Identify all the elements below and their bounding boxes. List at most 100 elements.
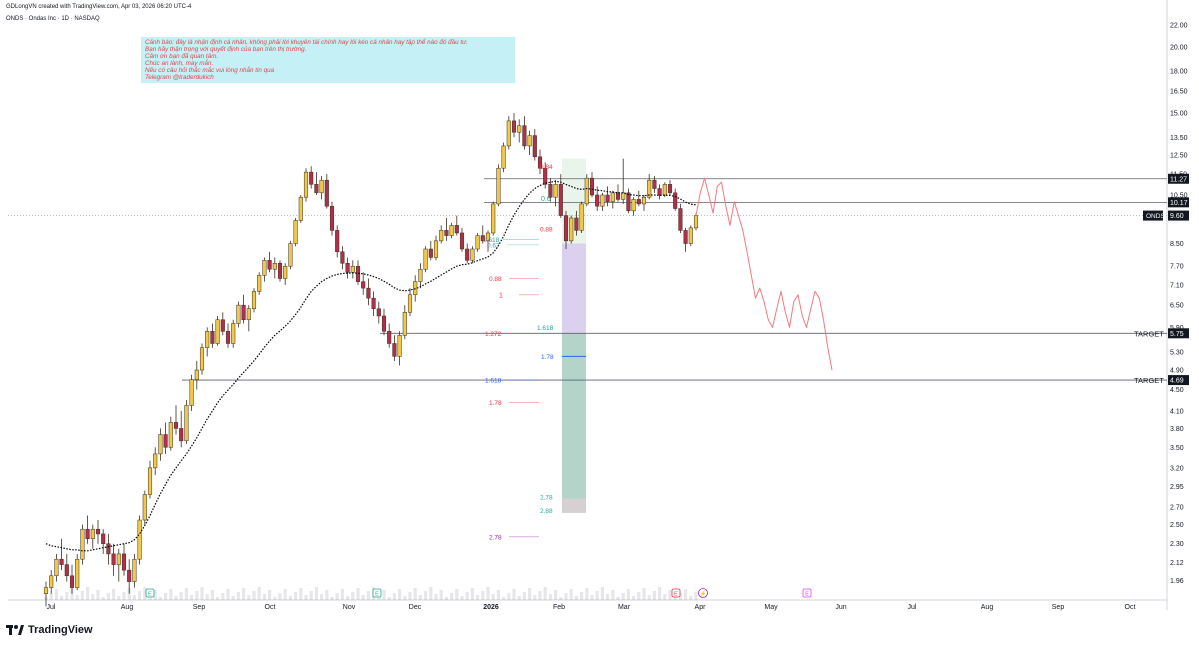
ema-line xyxy=(45,180,697,552)
price-tag-bg xyxy=(1168,173,1189,184)
x-tick-label: May xyxy=(764,604,778,611)
candle-body xyxy=(314,184,319,194)
x-tick-label: Oct xyxy=(1125,604,1136,611)
candle-body xyxy=(319,179,324,194)
y-tick-label: 2.12 xyxy=(1170,560,1184,567)
candle-body xyxy=(142,494,147,521)
volume-bar xyxy=(637,592,641,600)
candle-body xyxy=(662,184,667,196)
candle-body xyxy=(522,125,527,147)
volume-bar xyxy=(112,589,116,600)
volume-bar xyxy=(658,587,662,600)
volume-bar xyxy=(398,589,402,600)
candle-body xyxy=(90,528,95,540)
candle-body xyxy=(179,428,184,442)
candle-body xyxy=(563,215,569,242)
volume-bar xyxy=(346,596,350,600)
volume-bar xyxy=(335,593,339,600)
volume-bar xyxy=(351,592,355,600)
candle-body xyxy=(631,199,636,212)
volume-bar xyxy=(465,592,469,600)
candle-body xyxy=(340,251,345,264)
volume-bar xyxy=(455,589,459,600)
volume-bar xyxy=(678,593,682,600)
y-tick-label: 2.95 xyxy=(1170,484,1184,491)
candle-body xyxy=(49,575,54,588)
candle-body xyxy=(158,434,163,455)
x-tick-label: Feb xyxy=(553,604,565,611)
note-line-1: Cảnh báo: đây là nhận định cá nhân, khôn… xyxy=(145,39,468,46)
candle-body xyxy=(558,184,563,216)
volume-bar xyxy=(632,596,636,600)
fib-label: 1.618 xyxy=(537,325,554,332)
candle-body xyxy=(106,543,111,555)
volume-bar xyxy=(174,596,178,600)
candle-body xyxy=(246,308,251,320)
volume-bar xyxy=(642,588,646,600)
volume-bar xyxy=(70,588,74,600)
volume-bar xyxy=(621,593,625,600)
volume-bar xyxy=(101,597,105,600)
volume-bar xyxy=(392,593,396,600)
volume-bar xyxy=(65,592,69,600)
candle-body xyxy=(189,379,194,406)
event-marker xyxy=(698,588,708,598)
x-tick-label: Jul xyxy=(47,604,56,611)
candle-body xyxy=(444,230,449,236)
volume-bar xyxy=(205,594,209,600)
candle-body xyxy=(220,319,225,332)
candle-body xyxy=(610,192,615,202)
candle-body xyxy=(303,171,309,198)
candle-body xyxy=(173,422,179,429)
candle-body xyxy=(236,304,241,324)
y-tick-label: 13.50 xyxy=(1170,135,1188,142)
candle-body xyxy=(283,265,288,279)
candle-body xyxy=(153,453,158,469)
volume-bar xyxy=(439,590,443,600)
volume-bar xyxy=(408,592,412,600)
tradingview-icon xyxy=(6,625,24,635)
candle-body xyxy=(459,232,465,250)
event-marker-label: E xyxy=(674,592,678,598)
price-tag-value: 10.17 xyxy=(1170,200,1188,207)
volume-bar xyxy=(106,593,110,600)
tradingview-logo[interactable]: TradingView xyxy=(6,624,93,636)
volume-bar xyxy=(444,597,448,600)
price-tag-value: 5.75 xyxy=(1170,331,1184,338)
candle-body xyxy=(215,319,220,344)
candle-body xyxy=(527,135,532,147)
volume-bar xyxy=(543,587,547,600)
price-tag-bg xyxy=(1168,210,1189,221)
candle-body xyxy=(636,199,641,205)
volume-bar xyxy=(158,597,162,600)
event-marker xyxy=(671,588,681,598)
fib-label: 1.78 xyxy=(541,354,554,361)
fib-label: 2.78 xyxy=(540,494,553,501)
y-tick-label: 8.50 xyxy=(1170,241,1184,248)
target-label: TARGET xyxy=(1134,329,1164,338)
candle-body xyxy=(584,177,589,205)
chart-credit: GDLongVN created with TradingView.com, A… xyxy=(6,4,192,10)
volume-bar xyxy=(569,589,573,600)
volume-bar xyxy=(164,593,168,600)
candle-body xyxy=(262,260,267,276)
candle-body xyxy=(298,196,303,221)
candle-body xyxy=(532,135,537,158)
volume-bar xyxy=(585,588,589,600)
projection-path xyxy=(695,177,833,371)
volume-bar xyxy=(460,596,464,600)
y-tick-label: 2.30 xyxy=(1170,541,1184,548)
volume-bar xyxy=(273,597,277,600)
candle-body xyxy=(387,331,392,344)
volume-bar xyxy=(600,587,604,600)
fib-zone-green xyxy=(562,333,586,499)
x-tick-label: Sep xyxy=(1052,604,1065,611)
volume-bar xyxy=(580,592,584,600)
candle-body xyxy=(366,287,371,299)
candle-body xyxy=(116,553,121,565)
disclaimer-note[interactable]: Cảnh báo: đây là nhận định cá nhân, khôn… xyxy=(141,37,515,83)
volume-bar xyxy=(231,596,235,600)
x-tick-label: Jul xyxy=(908,604,917,611)
volume-bar xyxy=(153,590,157,600)
